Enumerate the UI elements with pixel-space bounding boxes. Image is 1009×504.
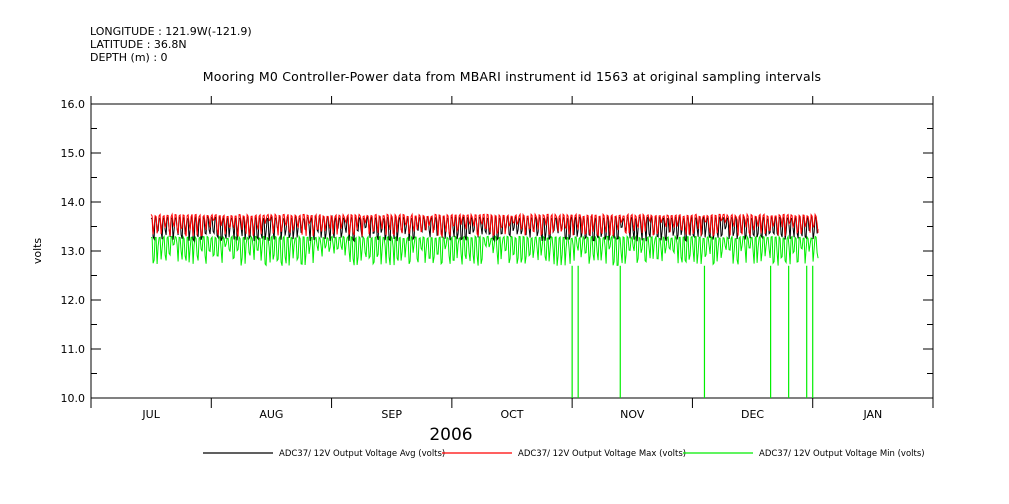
- y-tick-label: 13.0: [61, 245, 86, 258]
- y-tick-label: 15.0: [61, 147, 86, 160]
- x-tick-label: DEC: [741, 408, 764, 421]
- legend-label: ADC37/ 12V Output Voltage Avg (volts): [279, 449, 445, 459]
- chart-title: Mooring M0 Controller-Power data from MB…: [202, 69, 822, 84]
- y-tick-label: 14.0: [61, 196, 86, 209]
- x-tick-label: JAN: [862, 408, 882, 421]
- x-tick-label: OCT: [500, 408, 523, 421]
- y-tick-label: 11.0: [61, 343, 86, 356]
- y-tick-label: 10.0: [61, 392, 86, 405]
- y-tick-label: 12.0: [61, 294, 86, 307]
- x-tick-label: NOV: [620, 408, 645, 421]
- series-layer: [150, 212, 819, 398]
- x-tick-label: SEP: [381, 408, 402, 421]
- legend: ADC37/ 12V Output Voltage Avg (volts) ADC…: [203, 449, 925, 459]
- x-tick-label: JUL: [141, 408, 160, 421]
- legend-label: ADC37/ 12V Output Voltage Min (volts): [759, 449, 925, 459]
- x-axis-label: 2006: [429, 425, 472, 445]
- depth-label: DEPTH (m) : 0: [90, 51, 168, 64]
- longitude-label: LONGITUDE : 121.9W(-121.9): [90, 25, 252, 38]
- y-tick-label: 16.0: [61, 98, 86, 111]
- axis-ticks: 10.0 11.0 12.0 13.0 14.0 15.0 16.0 JUL AUG SEP OCT…: [61, 96, 934, 421]
- y-axis-label: volts: [31, 238, 44, 265]
- series-line: [150, 212, 819, 239]
- x-tick-label: AUG: [259, 408, 283, 421]
- series-line: [151, 234, 819, 267]
- latitude-label: LATITUDE : 36.8N: [90, 38, 187, 51]
- legend-label: ADC37/ 12V Output Voltage Max (volts): [518, 449, 686, 459]
